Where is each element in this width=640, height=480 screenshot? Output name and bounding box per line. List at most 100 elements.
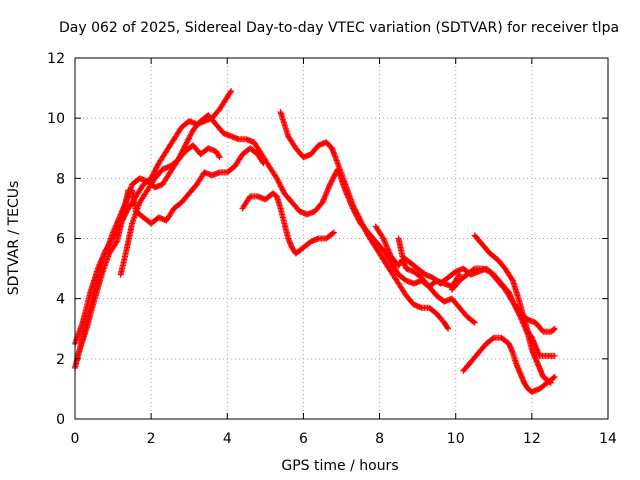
data-point (546, 379, 553, 386)
data-point (185, 135, 192, 142)
data-point (328, 178, 335, 185)
x-tick-label: 10 (447, 431, 465, 447)
data-point (551, 352, 558, 359)
data-point (351, 206, 358, 213)
data-point (327, 179, 334, 186)
data-point (349, 202, 356, 209)
data-point (363, 228, 370, 235)
data-point (276, 180, 283, 187)
series-layer (72, 88, 558, 395)
data-point (513, 306, 520, 313)
data-point (362, 227, 369, 234)
data-point (185, 136, 192, 143)
data-point (489, 335, 496, 342)
data-point (510, 300, 517, 307)
data-point (471, 319, 478, 326)
data-point (277, 182, 284, 189)
x-tick-label: 14 (599, 431, 617, 447)
y-tick-label: 8 (56, 171, 65, 187)
data-point (227, 89, 234, 96)
data-point (152, 167, 159, 174)
data-point (278, 184, 285, 191)
data-point (180, 146, 187, 153)
x-tick-label: 0 (71, 431, 80, 447)
data-point (470, 318, 477, 325)
data-point (331, 173, 338, 180)
data-point (182, 142, 189, 149)
data-point (358, 218, 365, 225)
data-point (354, 211, 361, 218)
data-point (150, 169, 157, 176)
x-tick-label: 2 (147, 431, 156, 447)
data-point (356, 216, 363, 223)
plot-frame (74, 57, 609, 420)
data-point (181, 143, 188, 150)
data-point (176, 154, 183, 161)
y-tick-label: 12 (47, 51, 65, 67)
axis-ticks: 0 2 4 6 8 10 12 14 0 2 4 6 8 10 12 (47, 51, 617, 447)
data-point (184, 138, 191, 145)
data-point (329, 177, 336, 184)
data-point (353, 209, 360, 216)
data-point (550, 374, 557, 381)
grid (75, 58, 608, 419)
data-point (279, 186, 286, 193)
data-point (359, 221, 366, 228)
data-point (274, 176, 281, 183)
series-arc-3 (73, 145, 267, 362)
data-point (547, 379, 554, 386)
data-point (273, 175, 280, 182)
data-point (360, 222, 367, 229)
data-point (357, 217, 364, 224)
data-point (183, 140, 190, 147)
data-point (277, 183, 284, 190)
y-axis-label: SDTVAR / TECUs (6, 181, 22, 296)
x-axis-label: GPS time / hours (281, 458, 398, 474)
data-point (179, 147, 186, 154)
data-point (175, 155, 182, 162)
data-point (181, 144, 188, 151)
data-point (515, 309, 522, 316)
series-arc-1 (72, 88, 235, 347)
data-point (177, 151, 184, 158)
y-tick-label: 6 (56, 232, 65, 248)
series-arc-5 (239, 190, 337, 257)
data-point (330, 229, 337, 236)
data-point (361, 225, 368, 232)
series-arc-11 (448, 265, 554, 386)
series-arc-9 (471, 232, 558, 359)
data-point (455, 272, 462, 279)
data-point (551, 373, 558, 380)
data-point (174, 157, 181, 164)
data-point (275, 179, 282, 186)
data-point (360, 224, 367, 231)
data-point (275, 178, 282, 185)
data-point (329, 175, 336, 182)
data-point (154, 163, 161, 170)
data-point (176, 153, 183, 160)
data-point (509, 298, 516, 305)
chart-title: Day 062 of 2025, Sidereal Day-to-day VTE… (59, 20, 619, 36)
data-point (228, 88, 235, 95)
data-point (511, 302, 518, 309)
data-point (151, 168, 158, 175)
data-point (187, 132, 194, 139)
series-arc-10 (460, 334, 558, 395)
data-point (188, 129, 195, 136)
data-point (512, 304, 519, 311)
data-point (355, 213, 362, 220)
data-point (215, 153, 222, 160)
data-point (508, 276, 515, 283)
series-arc-6 (277, 109, 452, 332)
data-point (186, 134, 193, 141)
data-point (113, 239, 120, 246)
data-point (153, 164, 160, 171)
data-point (444, 324, 451, 331)
data-point (550, 326, 557, 333)
data-point (363, 229, 370, 236)
data-point (551, 325, 558, 332)
data-point (216, 154, 223, 161)
data-point (445, 325, 452, 332)
x-tick-label: 4 (223, 431, 232, 447)
